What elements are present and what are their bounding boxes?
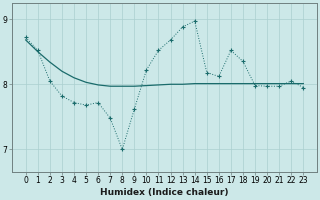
X-axis label: Humidex (Indice chaleur): Humidex (Indice chaleur): [100, 188, 229, 197]
